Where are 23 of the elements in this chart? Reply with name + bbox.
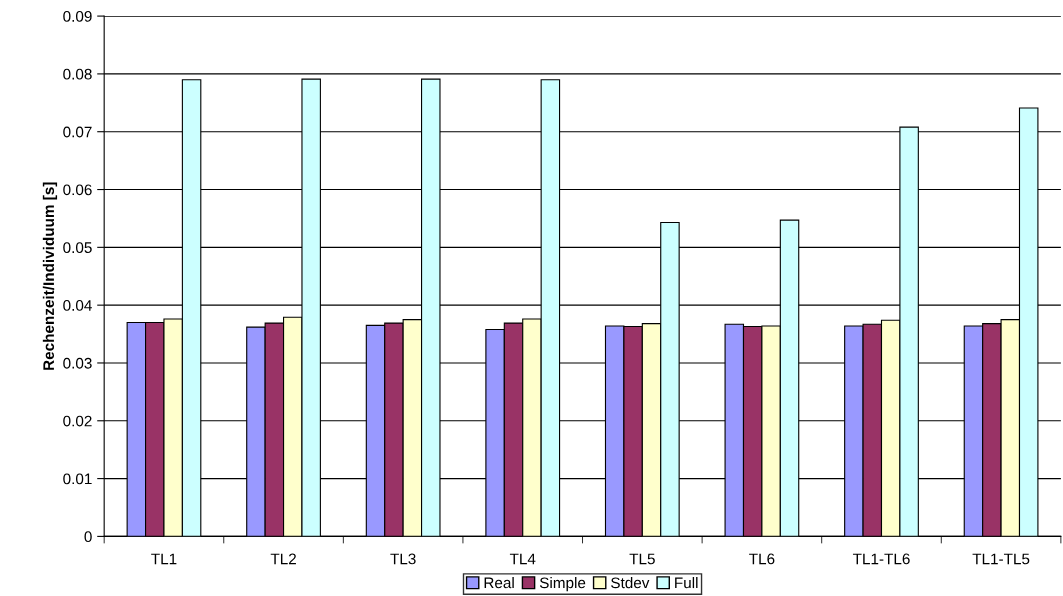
y-tick-label: 0.01 [63,473,92,485]
legend-label: Real [484,577,514,589]
y-tick-label: 0 [84,531,92,543]
y-tick-label: 0.03 [63,357,92,369]
y-tick-label: 0.05 [63,242,92,254]
x-tick-label: TL4 [509,553,536,565]
x-tick-label: TL6 [749,553,775,565]
x-tick-label: TL1-TL6 [852,553,910,565]
y-tick-label: 0.09 [63,10,92,22]
x-tick-label: TL1 [151,553,177,565]
x-tick-label: TL3 [390,553,416,565]
y-tick-label: 0.07 [63,126,92,138]
y-tick-label: 0.02 [63,415,92,427]
y-tick-label: 0.06 [63,184,92,196]
legend-label: Stdev [611,577,650,589]
y-tick-label: 0.08 [63,68,92,80]
y-axis-title: Rechenzeit/Individuum [s] [42,182,58,370]
legend-label: Full [675,577,698,589]
x-tick-label: TL1-TL5 [972,553,1030,565]
y-tick-label: 0.04 [63,300,92,311]
legend-label: Simple [539,577,586,592]
x-tick-label: TL5 [629,553,655,565]
x-tick-label: TL2 [270,553,296,565]
